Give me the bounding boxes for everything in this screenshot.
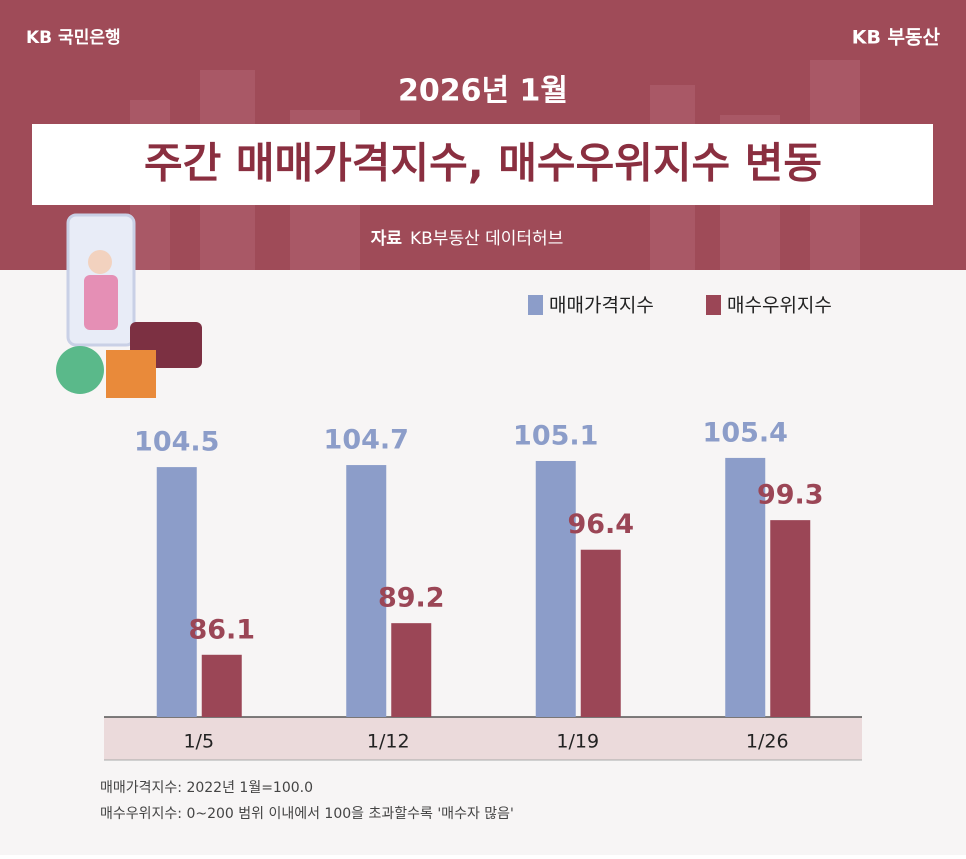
value-label: 89.2: [378, 583, 445, 614]
legend-swatch: [706, 295, 721, 315]
value-label: 86.1: [188, 614, 255, 645]
bar: [391, 623, 432, 717]
value-label: 96.4: [567, 509, 634, 540]
source: KB부동산 데이터허브: [410, 229, 563, 249]
bar: [535, 460, 576, 717]
chart-title: 주간 매매가격지수, 매수우위지수 변동: [144, 139, 822, 188]
bar: [725, 457, 766, 717]
bar: [770, 520, 811, 717]
brand: KB 부동산: [852, 27, 941, 49]
source-label: 자료: [371, 229, 403, 249]
x-tick-label: 1/5: [183, 731, 214, 753]
logo: KB 국민은행: [26, 28, 121, 48]
note: 매수우위지수: 0~200 범위 이내에서 100을 초과할수록 '매수자 많음…: [100, 806, 514, 822]
legend-swatch: [528, 295, 543, 315]
legend-label: 매수우위지수: [727, 295, 832, 317]
category-band: [104, 717, 862, 760]
legend-label: 매매가격지수: [549, 295, 654, 317]
bar: [580, 549, 621, 717]
subtitle: 2026년 1월: [398, 74, 568, 109]
value-label: 105.1: [513, 420, 598, 451]
title-box: [32, 124, 933, 205]
value-label: 104.7: [324, 425, 409, 456]
bar: [201, 654, 242, 717]
bar: [346, 465, 387, 717]
x-tick-label: 1/12: [367, 731, 410, 753]
x-tick-label: 1/19: [556, 731, 599, 753]
note: 매매가격지수: 2022년 1월=100.0: [100, 780, 313, 796]
illustration: [56, 213, 202, 398]
value-label: 104.5: [134, 427, 219, 458]
x-tick-label: 1/26: [746, 731, 789, 753]
bar: [156, 467, 197, 717]
value-label: 105.4: [703, 417, 788, 448]
value-label: 99.3: [757, 480, 824, 511]
